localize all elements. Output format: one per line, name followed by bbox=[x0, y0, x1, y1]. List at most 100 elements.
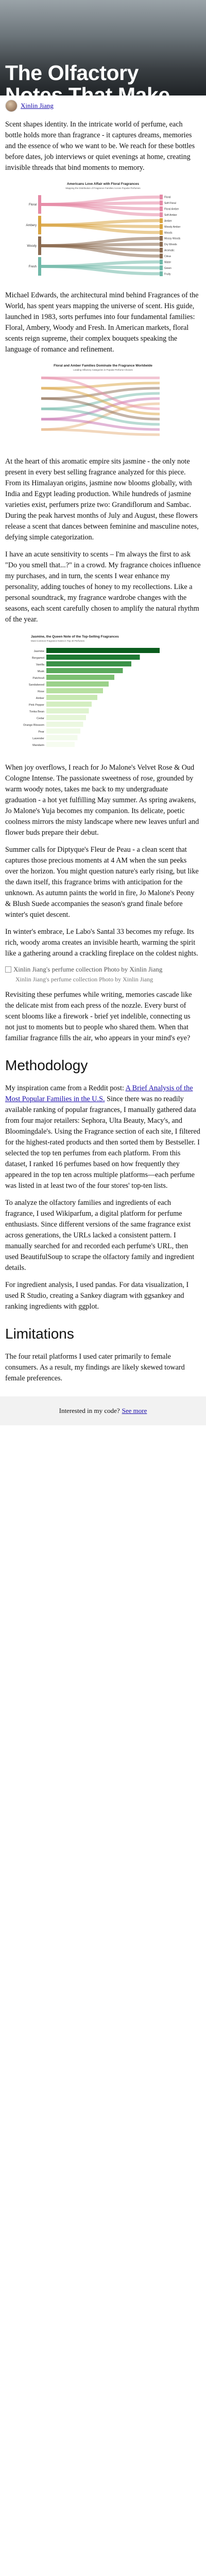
bar-label: Lavender bbox=[32, 737, 44, 740]
methodology-heading: Methodology bbox=[5, 1057, 88, 1073]
bar bbox=[46, 728, 80, 734]
intro-paragraph-1: Scent shapes identity. In the intricate … bbox=[5, 120, 195, 172]
sankey2-flow bbox=[41, 397, 160, 421]
bar bbox=[46, 648, 160, 653]
methodology-p1-after: Since there was no readily available ran… bbox=[5, 1095, 200, 1190]
sankey-node-right bbox=[160, 206, 163, 212]
sankey-flow bbox=[41, 265, 160, 276]
sankey-nodes: Floral Soft Floral Floral Amber Soft Amber A… bbox=[26, 195, 181, 276]
bar-label: Vanilla bbox=[36, 663, 45, 666]
intro-paragraph-2: Michael Edwards, the architectural mind … bbox=[5, 291, 199, 354]
reddit-post-link[interactable]: A Brief Analysis of the Most Popular Fam… bbox=[5, 1084, 193, 1103]
sankey-node-right bbox=[160, 230, 163, 235]
sankey-node-right bbox=[160, 218, 163, 224]
bar-label: Sandalwood bbox=[29, 683, 44, 687]
bar-label: Patchouli bbox=[32, 677, 44, 680]
photo-broken-image: Xinlin Jiang's perfume collection Photo … bbox=[5, 965, 201, 974]
sankey2-flow bbox=[41, 407, 160, 426]
bar-chart-svg: Jasmine, the Queen Note of the Top-Selli… bbox=[5, 631, 201, 755]
sankey-node-right bbox=[160, 253, 163, 259]
sankey-label-right: Woods bbox=[164, 231, 173, 234]
sankey-label-right: Floral Amber bbox=[164, 208, 179, 211]
bar bbox=[46, 702, 92, 707]
bar-label: Mandarin bbox=[32, 744, 44, 747]
body-paragraph-jasmine: At the heart of this aromatic empire sit… bbox=[5, 457, 199, 542]
bar-label: Pear bbox=[38, 730, 44, 734]
sankey-label-right: Fruity bbox=[164, 273, 171, 276]
bar bbox=[46, 681, 109, 687]
sankey-flow bbox=[41, 203, 160, 216]
sankey-chart-families: Americans Love Affair with Floral Fragra… bbox=[5, 180, 201, 283]
sankey-node-right bbox=[160, 242, 163, 247]
sankey-node-left bbox=[38, 195, 41, 214]
sankey-label-right: Woody Amber bbox=[164, 226, 181, 229]
chart1-title: Americans Love Affair with Floral Fragra… bbox=[67, 182, 139, 186]
sankey-label-left: Woody bbox=[27, 245, 37, 248]
body-paragraph-revisiting: Revisiting these perfumes while writing,… bbox=[5, 991, 192, 1042]
sankey2-flows bbox=[41, 376, 160, 436]
sankey-node-right bbox=[160, 259, 163, 265]
bar-label: Musk bbox=[38, 670, 44, 673]
sankey-label-left: Floral bbox=[29, 203, 37, 206]
article-body: Xinlin Jiang Scent shapes identity. In t… bbox=[0, 100, 206, 1384]
sankey-label-right: Water bbox=[164, 261, 171, 264]
sankey-label-left: Ambery bbox=[26, 224, 37, 227]
bar bbox=[46, 708, 89, 713]
sankey2-flow bbox=[41, 418, 160, 431]
sankey-chart-families-worldwide: Floral and Amber Families Dominate the F… bbox=[5, 361, 201, 449]
sankey2-flow bbox=[41, 387, 160, 416]
methodology-paragraph-2: To analyze the olfactory families and in… bbox=[5, 1199, 195, 1272]
bar bbox=[46, 661, 131, 666]
bar-label: Pink Pepper bbox=[29, 704, 44, 707]
sankey-label-right: Mossy Woods bbox=[164, 237, 181, 241]
sankey-node-left bbox=[38, 236, 41, 255]
sankey-node-right bbox=[160, 236, 163, 241]
sankey-label-right: Floral bbox=[164, 196, 171, 199]
page-title: The Olfactory Notes That Make American H… bbox=[5, 61, 170, 96]
author-link[interactable]: Xinlin Jiang bbox=[21, 102, 54, 109]
photo-caption: Xinlin Jiang's perfume collection Photo … bbox=[15, 976, 153, 983]
see-more-link[interactable]: See more bbox=[122, 1407, 147, 1414]
body-paragraph-joy: When joy overflows, I reach for Jo Malon… bbox=[5, 764, 199, 837]
sankey-flows bbox=[41, 195, 160, 276]
bar-chart-notes: Jasmine, the Queen Note of the Top-Selli… bbox=[5, 631, 201, 755]
sankey2-svg: Floral and Amber Families Dominate the F… bbox=[41, 364, 160, 436]
bar bbox=[46, 715, 86, 720]
limitations-paragraph-1: The four retail platforms I used cater p… bbox=[5, 1353, 185, 1382]
sankey-node-right bbox=[160, 200, 163, 205]
chart2-title: Floral and Amber Families Dominate the F… bbox=[54, 364, 152, 368]
bar bbox=[46, 668, 123, 673]
bar bbox=[46, 675, 114, 680]
footer-text: Interested in my code? bbox=[59, 1407, 120, 1414]
bar bbox=[46, 688, 103, 693]
sankey-flow bbox=[41, 224, 160, 234]
sankey-node-right bbox=[160, 271, 163, 276]
sankey-svg: Americans Love Affair with Floral Fragra… bbox=[26, 182, 181, 276]
sankey-node-left bbox=[38, 216, 41, 234]
bar-label: Cedar bbox=[37, 717, 44, 720]
sankey-label-right: Amber bbox=[164, 219, 172, 222]
chart3-title: Jasmine, the Queen Note of the Top-Selli… bbox=[31, 635, 119, 639]
sankey-label-right: Aromatic bbox=[164, 249, 175, 252]
bar-label: Rose bbox=[38, 690, 44, 693]
sankey-flow bbox=[41, 244, 160, 258]
photo-alt-text: Xinlin Jiang's perfume collection Photo … bbox=[13, 965, 163, 973]
author-avatar[interactable] bbox=[5, 100, 18, 112]
bar bbox=[46, 722, 83, 727]
bar bbox=[46, 742, 75, 747]
bar-label: Orange Blossom bbox=[23, 724, 44, 727]
hero-banner: The Olfactory Notes That Make American H… bbox=[0, 0, 206, 96]
body-paragraph-winter: In winter's embrace, Le Labo's Santal 33… bbox=[5, 928, 198, 958]
author-byline: Xinlin Jiang bbox=[5, 100, 201, 112]
sankey-label-right: Soft Amber bbox=[164, 214, 177, 217]
sankey-node-right bbox=[160, 212, 163, 217]
sankey-node-left bbox=[38, 257, 41, 276]
bar bbox=[46, 695, 97, 700]
sankey-label-right: Soft Floral bbox=[164, 202, 176, 205]
sankey2-flow bbox=[41, 376, 160, 410]
sankey-node-right bbox=[160, 195, 163, 200]
sankey2-flow bbox=[41, 428, 160, 436]
sankey-label-right: Dry Woods bbox=[164, 243, 177, 246]
footer-bar: Interested in my code? See more bbox=[0, 1396, 206, 1425]
bar bbox=[46, 655, 140, 660]
